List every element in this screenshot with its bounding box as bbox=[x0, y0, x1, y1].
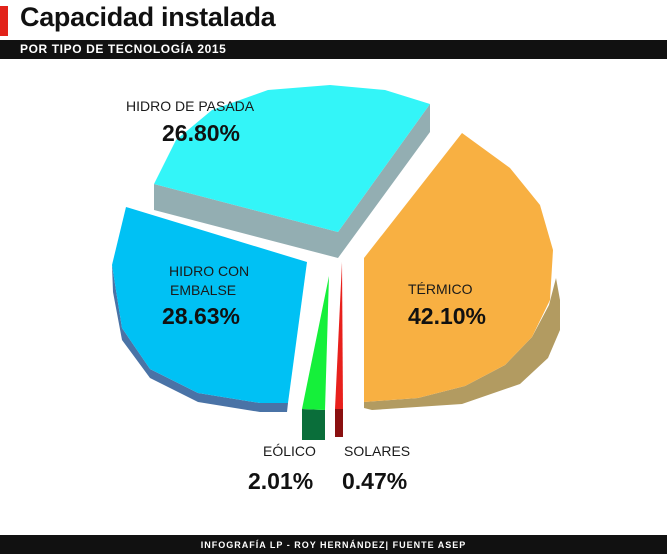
title-accent-bar bbox=[0, 6, 8, 36]
slice-eolico bbox=[302, 276, 329, 440]
slice-embalse bbox=[112, 207, 307, 412]
slice-solares bbox=[335, 262, 343, 437]
slice-eolico-side bbox=[302, 409, 325, 440]
slice-solares-top bbox=[335, 262, 343, 409]
slice-solares-side bbox=[335, 409, 343, 437]
label-embalse-name-line2: EMBALSE bbox=[170, 282, 236, 298]
label-embalse-value: 28.63% bbox=[162, 303, 240, 329]
label-pasada-name: HIDRO DE PASADA bbox=[126, 98, 255, 114]
footer-bar: INFOGRAFÍA LP - ROY HERNÁNDEZ| FUENTE AS… bbox=[0, 535, 667, 554]
slice-pasada bbox=[154, 85, 430, 258]
label-embalse-name-line1: HIDRO CON bbox=[169, 263, 249, 279]
slice-embalse-top bbox=[112, 207, 307, 403]
slice-termico bbox=[364, 133, 560, 410]
label-termico-name: TÉRMICO bbox=[408, 281, 473, 297]
footer-credit: INFOGRAFÍA LP - ROY HERNÁNDEZ| FUENTE AS… bbox=[200, 540, 467, 550]
slice-embalse-side bbox=[112, 265, 288, 412]
label-pasada-value: 26.80% bbox=[162, 120, 240, 146]
chart-subtitle: POR TIPO DE TECNOLOGÍA 2015 bbox=[20, 42, 227, 56]
slice-pasada-top bbox=[154, 85, 430, 232]
slice-termico-side bbox=[364, 258, 560, 410]
label-solares-name: SOLARES bbox=[344, 443, 410, 459]
label-termico-value: 42.10% bbox=[408, 303, 486, 329]
slice-termico-top bbox=[364, 133, 553, 402]
label-solares-value: 0.47% bbox=[342, 468, 407, 494]
chart-title: Capacidad instalada bbox=[20, 2, 276, 32]
subtitle-bar: POR TIPO DE TECNOLOGÍA 2015 bbox=[0, 40, 667, 59]
label-eolico-value: 2.01% bbox=[248, 468, 313, 494]
slice-eolico-top bbox=[302, 276, 329, 410]
label-eolico-name: EÓLICO bbox=[263, 443, 316, 459]
slice-pasada-side bbox=[154, 104, 430, 258]
